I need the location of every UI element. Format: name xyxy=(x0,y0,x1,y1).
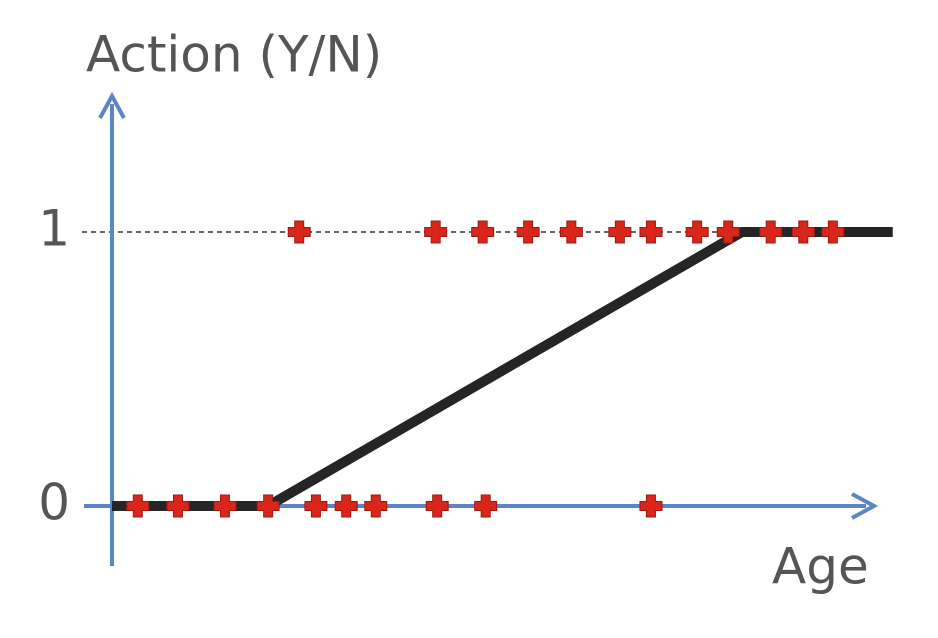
x-axis-label: Age xyxy=(772,538,869,596)
y-axis-label: Action (Y/N) xyxy=(86,26,382,84)
point xyxy=(304,494,328,518)
point xyxy=(759,220,783,244)
point xyxy=(791,220,815,244)
point xyxy=(126,494,150,518)
y-tick-label: 1 xyxy=(38,200,70,258)
point xyxy=(608,220,632,244)
point xyxy=(256,494,280,518)
point xyxy=(166,494,190,518)
point xyxy=(685,220,709,244)
point xyxy=(474,494,498,518)
fit-line xyxy=(112,227,893,511)
point xyxy=(559,220,583,244)
point xyxy=(334,494,358,518)
point xyxy=(425,494,449,518)
point xyxy=(639,494,663,518)
point xyxy=(287,220,311,244)
point xyxy=(716,220,740,244)
x-axis-arrow xyxy=(851,492,879,520)
point xyxy=(424,220,448,244)
point xyxy=(213,494,237,518)
y-tick-label: 0 xyxy=(38,474,70,532)
point xyxy=(639,220,663,244)
point xyxy=(821,220,845,244)
point xyxy=(516,220,540,244)
point xyxy=(471,220,495,244)
y-axis-arrow xyxy=(98,91,126,119)
point xyxy=(364,494,388,518)
